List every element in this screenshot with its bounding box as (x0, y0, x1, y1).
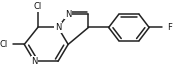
Text: Cl: Cl (34, 2, 42, 11)
Text: N: N (55, 23, 61, 32)
Text: N: N (65, 10, 71, 19)
Text: N: N (31, 57, 38, 66)
Text: F: F (167, 23, 172, 32)
Text: Cl: Cl (0, 40, 8, 49)
